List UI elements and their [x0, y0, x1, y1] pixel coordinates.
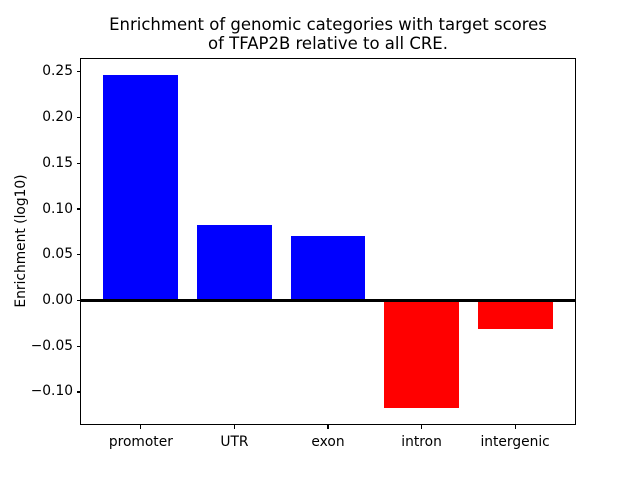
- y-tick-mark: [76, 208, 81, 210]
- y-tick-label: −0.10: [30, 383, 73, 400]
- x-tick-mark: [327, 424, 329, 429]
- bar-UTR: [197, 225, 272, 301]
- x-tick-label: promoter: [108, 434, 173, 450]
- y-axis-label: Enrichment (log10): [13, 174, 29, 308]
- x-tick-mark: [420, 424, 423, 429]
- x-tick-label: intron: [401, 434, 442, 450]
- y-tick-mark: [76, 116, 81, 119]
- y-tick-label: 0.25: [42, 63, 73, 80]
- bar-promoter: [103, 75, 179, 301]
- y-tick-mark: [76, 299, 81, 302]
- y-tick-label: −0.05: [30, 337, 73, 354]
- y-tick-label: 0.20: [42, 109, 73, 126]
- chart-title: Enrichment of genomic categories with ta…: [109, 15, 547, 53]
- x-tick-label: exon: [311, 434, 345, 450]
- bar-exon: [290, 235, 366, 301]
- y-tick-mark: [76, 71, 81, 73]
- y-tick-mark: [76, 162, 81, 164]
- bar-intron: [384, 300, 459, 408]
- y-tick-mark: [76, 254, 81, 256]
- x-tick-mark: [514, 424, 516, 429]
- bar-intergenic: [477, 300, 553, 329]
- plot-area: [80, 58, 576, 425]
- zero-line: [81, 299, 575, 302]
- y-tick-label: 0.10: [42, 200, 73, 217]
- y-tick-label: 0.05: [42, 246, 73, 263]
- y-tick-mark: [76, 345, 81, 347]
- x-tick-mark: [233, 424, 236, 429]
- y-tick-mark: [76, 391, 81, 393]
- x-tick-mark: [140, 424, 142, 429]
- x-tick-label: UTR: [220, 434, 249, 450]
- y-tick-label: 0.00: [42, 292, 73, 308]
- x-tick-label: intergenic: [480, 434, 550, 450]
- y-tick-label: 0.15: [42, 154, 73, 171]
